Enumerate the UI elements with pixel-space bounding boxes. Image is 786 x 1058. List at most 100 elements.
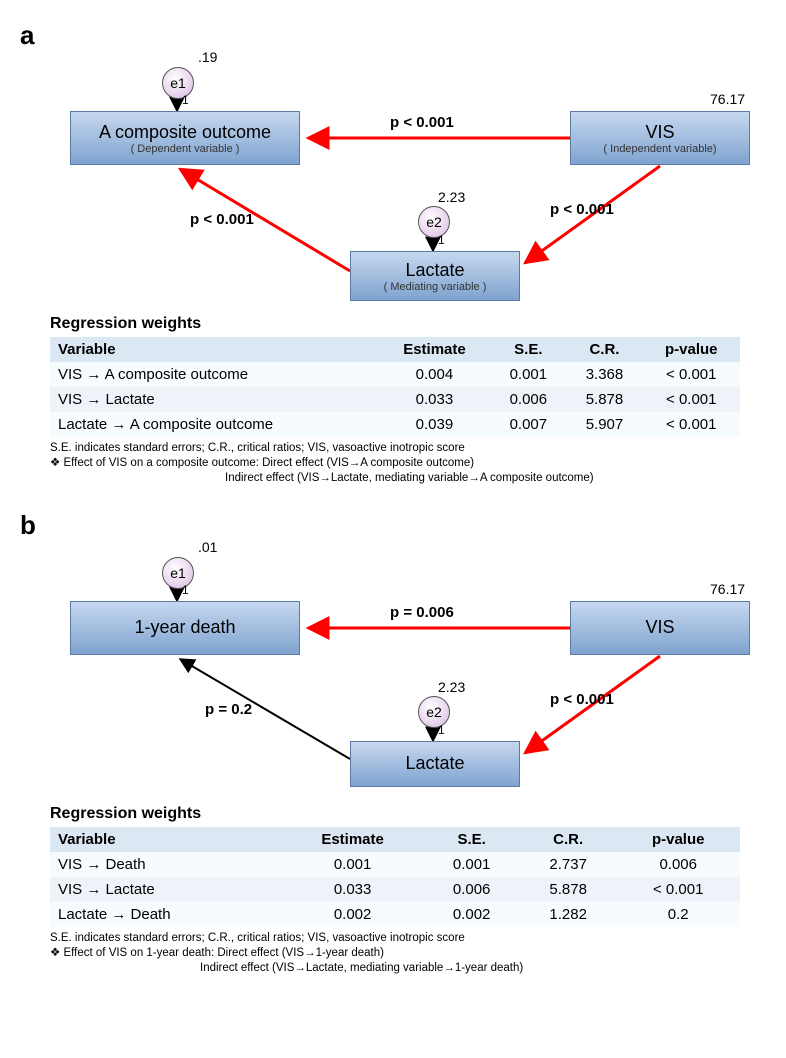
fa-line1: S.E. indicates standard errors; C.R., cr… <box>50 441 740 456</box>
table-cell: VIS → Lactate <box>50 387 379 412</box>
fa-line3: Indirect effect (VIS→Lactate, mediating … <box>50 471 594 486</box>
e1-value-b: .01 <box>198 539 217 555</box>
fb-line2: Effect of VIS on 1-year death: Direct ef… <box>50 947 384 959</box>
mediating-box: Lactate ( Mediating variable ) <box>350 251 520 301</box>
table-cell: < 0.001 <box>616 877 740 902</box>
panel-b-label: b <box>20 510 766 541</box>
table-cell: VIS → Death <box>50 852 282 877</box>
e2-one-b: 1 <box>438 723 445 737</box>
e1-one-b: 1 <box>182 583 189 597</box>
table-cell: 0.001 <box>490 362 566 387</box>
table-header: S.E. <box>423 827 520 852</box>
table-cell: 3.368 <box>566 362 642 387</box>
table-cell: VIS → Lactate <box>50 877 282 902</box>
table-cell: 5.907 <box>566 412 642 437</box>
table-cell: < 0.001 <box>643 387 740 412</box>
table-a-title: Regression weights <box>50 315 766 333</box>
footnote-a: S.E. indicates standard errors; C.R., cr… <box>50 441 740 486</box>
table-header: C.R. <box>520 827 617 852</box>
table-cell: 0.006 <box>423 877 520 902</box>
table-cell: 2.737 <box>520 852 617 877</box>
dep-title-b: 1-year death <box>134 617 235 638</box>
mediating-box-b: Lactate <box>350 741 520 787</box>
e1-bubble: e1 <box>162 67 194 99</box>
e1-bubble-b: e1 <box>162 557 194 589</box>
table-b-title: Regression weights <box>50 805 766 823</box>
vis-value: 76.17 <box>710 91 745 107</box>
table-cell: Lactate → A composite outcome <box>50 412 379 437</box>
independent-box: VIS ( Independent variable) <box>570 111 750 165</box>
e2-bubble-b: e2 <box>418 696 450 728</box>
table-row: VIS → Death0.0010.0012.7370.006 <box>50 852 740 877</box>
vis-value-b: 76.17 <box>710 581 745 597</box>
table-header: Variable <box>50 337 379 362</box>
table-cell: 0.033 <box>282 877 424 902</box>
independent-box-b: VIS <box>570 601 750 655</box>
dependent-box-b: 1-year death <box>70 601 300 655</box>
table-cell: 0.039 <box>379 412 491 437</box>
table-header: S.E. <box>490 337 566 362</box>
e2-value: 2.23 <box>438 189 465 205</box>
ind-sub: ( Independent variable) <box>603 143 716 155</box>
table-header: Variable <box>50 827 282 852</box>
table-row: VIS → Lactate0.0330.0065.878< 0.001 <box>50 387 740 412</box>
table-cell: 0.033 <box>379 387 491 412</box>
med-sub: ( Mediating variable ) <box>384 281 487 293</box>
table-row: Lactate → A composite outcome0.0390.0075… <box>50 412 740 437</box>
table-header: Estimate <box>379 337 491 362</box>
table-cell: 0.002 <box>282 902 424 927</box>
p-top: p < 0.001 <box>390 114 454 131</box>
table-header: Estimate <box>282 827 424 852</box>
table-header: p-value <box>616 827 740 852</box>
e2-label-b: e2 <box>426 704 442 720</box>
p-top-b: p = 0.006 <box>390 604 454 621</box>
table-row: VIS → Lactate0.0330.0065.878< 0.001 <box>50 877 740 902</box>
table-row: VIS → A composite outcome0.0040.0013.368… <box>50 362 740 387</box>
e2-bubble: e2 <box>418 206 450 238</box>
table-cell: 5.878 <box>566 387 642 412</box>
e1-one: 1 <box>182 93 189 107</box>
ind-title: VIS <box>645 122 674 143</box>
table-row: Lactate → Death0.0020.0021.2820.2 <box>50 902 740 927</box>
fa-line2: Effect of VIS on a composite outcome: Di… <box>50 457 474 469</box>
panel-b-diagram: e1 .01 1 1-year death 76.17 VIS e2 2.23 … <box>50 541 770 801</box>
dep-sub: ( Dependent variable ) <box>131 143 240 155</box>
table-cell: VIS → A composite outcome <box>50 362 379 387</box>
dep-title: A composite outcome <box>99 122 271 143</box>
e2-value-b: 2.23 <box>438 679 465 695</box>
med-title-b: Lactate <box>405 753 464 774</box>
table-cell: 0.007 <box>490 412 566 437</box>
med-title: Lactate <box>405 260 464 281</box>
footnote-b: S.E. indicates standard errors; C.R., cr… <box>50 931 740 976</box>
p-left-b: p = 0.2 <box>205 701 252 718</box>
dependent-box: A composite outcome ( Dependent variable… <box>70 111 300 165</box>
table-cell: 0.002 <box>423 902 520 927</box>
table-header: C.R. <box>566 337 642 362</box>
table-cell: 0.004 <box>379 362 491 387</box>
p-right-b: p < 0.001 <box>550 691 614 708</box>
table-a: VariableEstimateS.E.C.R.p-value VIS → A … <box>50 337 740 437</box>
table-cell: 1.282 <box>520 902 617 927</box>
table-cell: < 0.001 <box>643 412 740 437</box>
e2-one: 1 <box>438 233 445 247</box>
table-cell: < 0.001 <box>643 362 740 387</box>
ind-title-b: VIS <box>645 617 674 638</box>
table-cell: 0.2 <box>616 902 740 927</box>
fb-line3: Indirect effect (VIS→Lactate, mediating … <box>50 961 523 976</box>
fb-line1: S.E. indicates standard errors; C.R., cr… <box>50 931 740 946</box>
e1-label-b: e1 <box>170 565 186 581</box>
p-right: p < 0.001 <box>550 201 614 218</box>
table-b: VariableEstimateS.E.C.R.p-value VIS → De… <box>50 827 740 927</box>
e1-value: .19 <box>198 49 217 65</box>
table-cell: Lactate → Death <box>50 902 282 927</box>
table-cell: 0.006 <box>616 852 740 877</box>
table-header: p-value <box>643 337 740 362</box>
table-cell: 0.006 <box>490 387 566 412</box>
p-left: p < 0.001 <box>190 211 254 228</box>
table-cell: 0.001 <box>282 852 424 877</box>
panel-a-diagram: e1 .19 1 A composite outcome ( Dependent… <box>50 51 770 311</box>
table-cell: 5.878 <box>520 877 617 902</box>
e1-label: e1 <box>170 75 186 91</box>
table-cell: 0.001 <box>423 852 520 877</box>
panel-a-label: a <box>20 20 766 51</box>
